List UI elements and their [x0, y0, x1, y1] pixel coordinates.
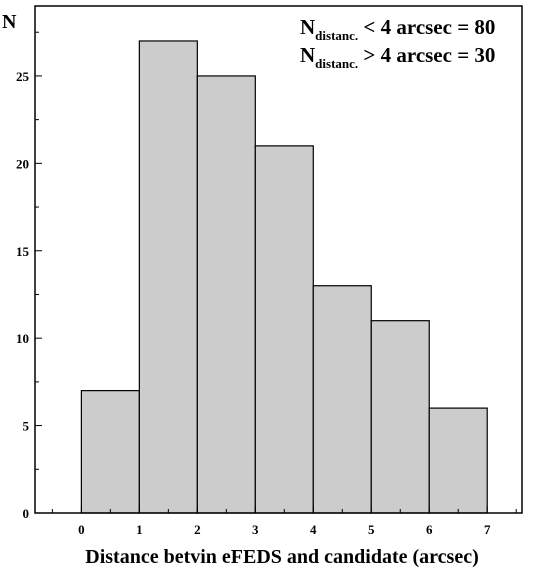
y-tick-label-2: 10: [16, 331, 29, 346]
annotation-1-subscript: distanc.: [315, 28, 358, 43]
bar-5: [370, 320, 430, 514]
bar-6: [428, 407, 488, 514]
x-tick-label-0: 0: [78, 522, 85, 537]
y-tick-label-4: 20: [16, 156, 29, 171]
y-tick-label-1: 5: [23, 419, 30, 434]
y-tick-label-3: 15: [16, 244, 30, 259]
x-tick-label-1: 1: [136, 522, 143, 537]
annotation-line-1: Ndistanc. < 4 arcsec = 80: [300, 15, 495, 43]
annotation-line-2: Ndistanc. > 4 arcsec = 30: [300, 43, 495, 71]
annotation-1-rest: < 4 arcsec = 80: [358, 15, 495, 39]
bar-1: [138, 40, 198, 514]
plot-frame: [34, 5, 523, 514]
y-tick-label-0: 0: [23, 506, 30, 521]
annotation-2-main: N: [300, 43, 315, 67]
bars-group: [80, 40, 488, 514]
x-axis-ticks: 0 1 2 3 4 5 6 7: [51, 506, 517, 537]
bar-0: [80, 390, 140, 514]
x-tick-label-2: 2: [194, 522, 201, 537]
x-tick-label-4: 4: [310, 522, 317, 537]
annotation-2-subscript: distanc.: [315, 56, 358, 71]
x-tick-label-6: 6: [426, 522, 433, 537]
x-tick-label-7: 7: [484, 522, 491, 537]
annotation-1-main: N: [300, 15, 315, 39]
bar-2: [196, 75, 256, 514]
x-tick-label-5: 5: [368, 522, 375, 537]
bar-4: [312, 285, 372, 514]
x-tick-label-3: 3: [252, 522, 259, 537]
x-axis-label: Distance betvin eFEDS and candidate (arc…: [85, 546, 479, 568]
y-axis-label: N: [2, 11, 17, 33]
annotation-2-rest: > 4 arcsec = 30: [358, 43, 495, 67]
bar-3: [254, 145, 314, 514]
y-axis-ticks: 0 5 10 15 20 25: [16, 31, 42, 521]
y-tick-label-5: 25: [16, 69, 30, 84]
